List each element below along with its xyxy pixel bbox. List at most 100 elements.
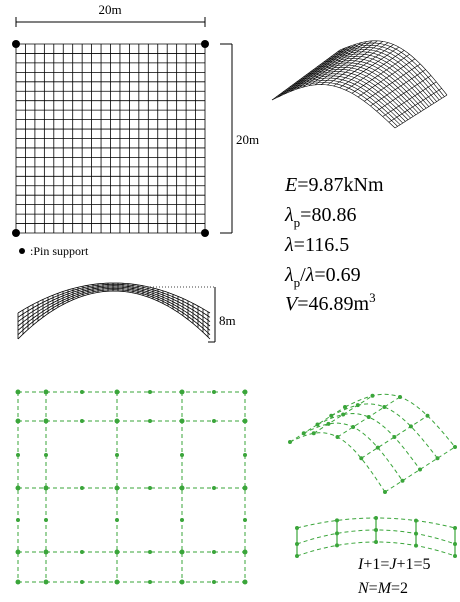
node xyxy=(212,580,216,584)
node xyxy=(80,419,84,423)
node xyxy=(359,456,363,460)
node xyxy=(414,544,418,548)
mesh-line xyxy=(299,67,416,115)
node xyxy=(418,468,422,472)
node xyxy=(115,419,120,424)
node xyxy=(180,390,185,395)
node xyxy=(16,518,20,522)
formula-part: 3 xyxy=(369,290,376,305)
node xyxy=(44,390,49,395)
node xyxy=(44,453,48,457)
node xyxy=(148,486,152,490)
node xyxy=(16,550,21,555)
node xyxy=(335,518,339,522)
node xyxy=(16,486,21,491)
node xyxy=(148,390,152,394)
node xyxy=(115,580,120,585)
node xyxy=(201,229,209,237)
figure: 20m 20m 8m :Pin support E=9.87kNmλp=80.8… xyxy=(0,0,460,602)
node xyxy=(383,490,387,494)
formula-part: +1= xyxy=(363,556,389,573)
formula: I+1=J+1=5 xyxy=(357,556,431,573)
node xyxy=(115,518,119,522)
mesh-line xyxy=(272,85,395,128)
height-label: 20m xyxy=(236,132,259,147)
node xyxy=(180,453,184,457)
node xyxy=(201,40,209,48)
node xyxy=(335,531,339,535)
node xyxy=(115,453,119,457)
node xyxy=(212,419,216,423)
node xyxy=(180,486,185,491)
node xyxy=(295,542,299,546)
node xyxy=(44,486,49,491)
node xyxy=(336,435,340,439)
node xyxy=(243,486,248,491)
node xyxy=(44,580,49,585)
formula-part: λ xyxy=(284,204,294,226)
mesh-line xyxy=(297,542,453,556)
node xyxy=(243,550,248,555)
node xyxy=(16,453,20,457)
node xyxy=(80,550,84,554)
node xyxy=(12,229,20,237)
mesh-line xyxy=(290,433,385,492)
mesh-line xyxy=(383,82,437,117)
formula-part: =80.86 xyxy=(300,204,356,226)
node xyxy=(243,419,248,424)
formula-part: =46.89m xyxy=(297,293,369,315)
node xyxy=(295,526,299,530)
formula-part: =9.87kNm xyxy=(297,174,384,196)
mesh-line xyxy=(331,404,437,458)
mesh-line xyxy=(389,88,442,122)
node xyxy=(16,390,21,395)
node xyxy=(409,424,413,428)
node xyxy=(80,486,84,490)
formula: E=9.87kNm xyxy=(284,174,384,196)
formula: λp/λ=0.69 xyxy=(284,264,361,290)
node xyxy=(80,390,84,394)
node xyxy=(12,40,20,48)
formula-part: =0.69 xyxy=(314,264,360,286)
formula: V=46.89m3 xyxy=(285,290,376,315)
node xyxy=(180,580,185,585)
node xyxy=(392,435,396,439)
node xyxy=(16,580,21,585)
node xyxy=(374,516,378,520)
node xyxy=(414,519,418,523)
node xyxy=(148,550,152,554)
node xyxy=(288,440,292,444)
node xyxy=(374,540,378,544)
node xyxy=(326,422,330,426)
node xyxy=(180,419,185,424)
drawing xyxy=(12,17,457,585)
formula-part: =116.5 xyxy=(294,234,350,256)
mesh-line xyxy=(320,54,432,105)
mesh-line xyxy=(318,414,421,470)
legend-label: :Pin support xyxy=(30,244,89,258)
node xyxy=(148,419,152,423)
node xyxy=(414,532,418,536)
node xyxy=(16,419,21,424)
node xyxy=(401,479,405,483)
node xyxy=(376,446,380,450)
mesh-line xyxy=(345,394,455,447)
node xyxy=(180,518,184,522)
mesh-line xyxy=(18,287,210,326)
node xyxy=(115,390,120,395)
formula-part: E xyxy=(284,174,297,196)
formula-part: = xyxy=(369,580,378,597)
formula: λ=116.5 xyxy=(284,234,349,256)
mesh-line xyxy=(18,290,210,335)
mesh-line xyxy=(323,52,434,103)
node xyxy=(19,248,25,254)
node xyxy=(295,554,299,558)
node xyxy=(243,518,247,522)
mesh-line xyxy=(296,69,413,116)
node xyxy=(367,415,371,419)
node xyxy=(335,543,339,547)
node xyxy=(44,550,49,555)
node xyxy=(436,456,440,460)
rise-label: 8m xyxy=(219,313,236,328)
node xyxy=(243,453,247,457)
